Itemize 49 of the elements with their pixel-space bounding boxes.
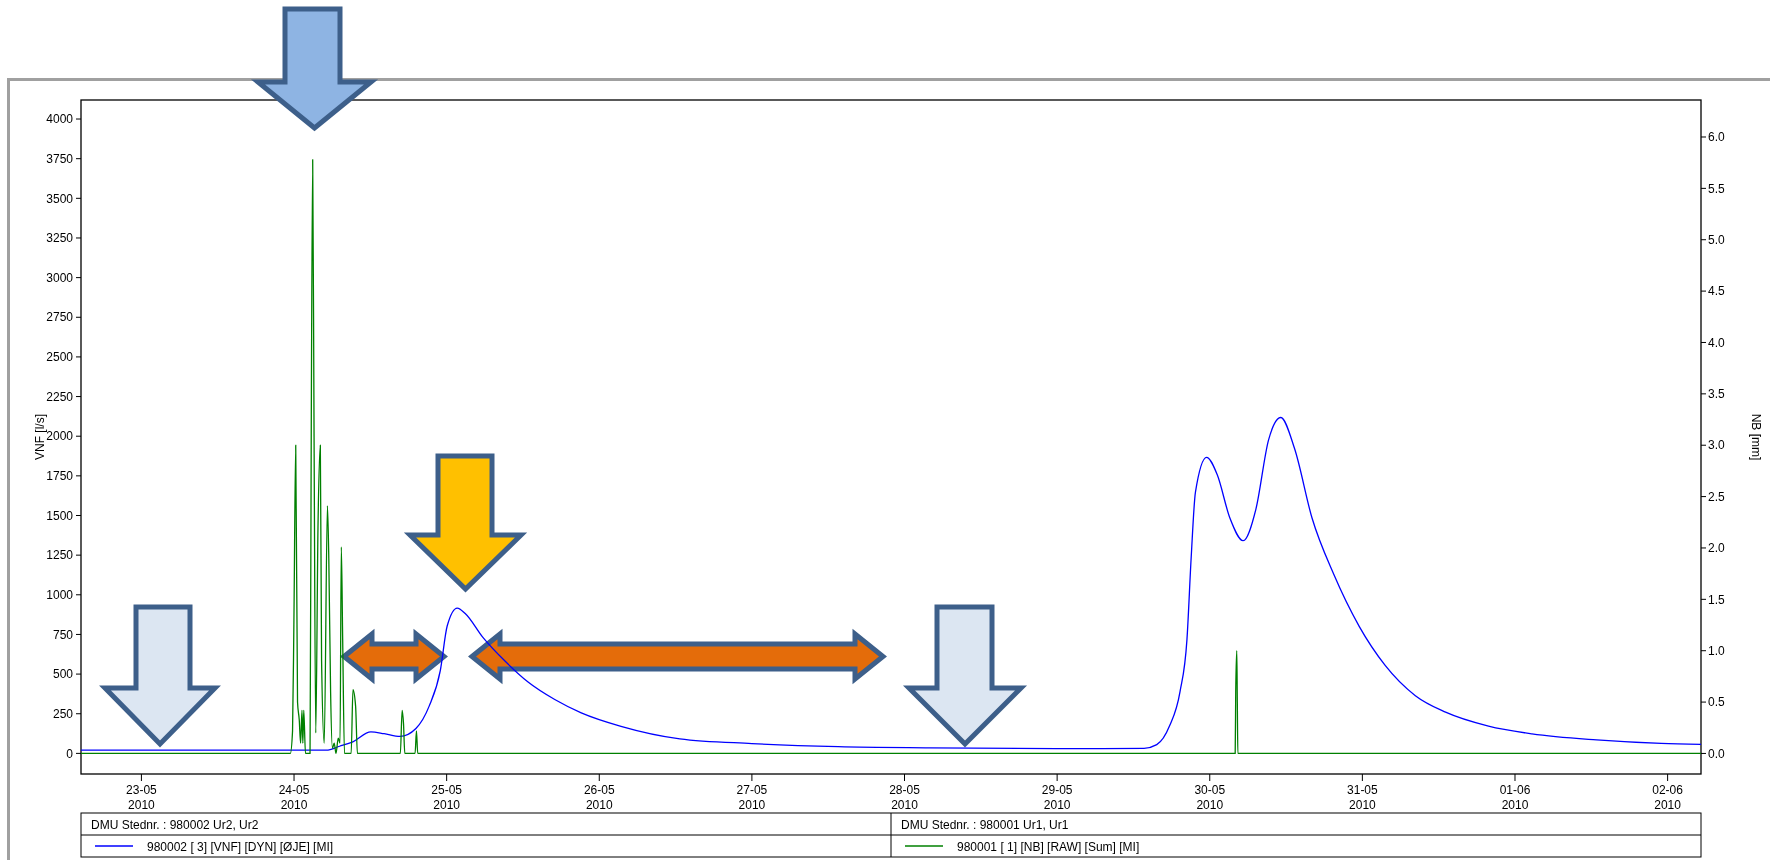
y-tick-label: 2500 <box>46 350 74 365</box>
y-tick-label: 3750 <box>46 151 74 166</box>
x-tick-label: 26-05 2010 <box>583 783 615 812</box>
x-tick-label: 30-05 2010 <box>1194 783 1226 812</box>
y-tick-label: 500 <box>52 667 74 682</box>
y2-tick-label: 3.0 <box>1708 438 1726 453</box>
x-tick-label: 02-06 2010 <box>1652 783 1684 812</box>
y2-axis-title: NB [mm] <box>1749 413 1763 461</box>
x-tick-label: 27-05 2010 <box>736 783 768 812</box>
y2-tick-label: 2.0 <box>1708 541 1726 556</box>
line-series <box>80 158 1702 755</box>
y-tick-label: 1500 <box>46 508 74 523</box>
y-tick-label: 3500 <box>46 191 74 206</box>
y-tick-label: 3250 <box>46 231 74 246</box>
x-tick-label: 31-05 2010 <box>1347 783 1379 812</box>
y2-tick-label: 4.0 <box>1708 335 1726 350</box>
y2-tick-label: 6.0 <box>1708 130 1726 145</box>
x-tick-label: 24-05 2010 <box>278 783 310 812</box>
legend-label: 980002 [ 3] [VNF] [DYN] [ØJE] [MI] <box>147 840 334 854</box>
y2-tick-label: 3.5 <box>1708 387 1726 402</box>
y-tick-label: 2750 <box>46 310 74 325</box>
y-axis-title: VNF [l/s] <box>33 413 47 461</box>
legend-label: 980001 [ 1] [NB] [RAW] [Sum] [MI] <box>957 840 1140 854</box>
x-tick-label: 29-05 2010 <box>1041 783 1073 812</box>
y-tick-label: 1750 <box>46 469 74 484</box>
y-tick-label: 4000 <box>46 112 74 127</box>
y2-tick-label: 1.0 <box>1708 643 1726 658</box>
y2-tick-label: 0.5 <box>1708 695 1726 710</box>
y-tick-label: 0 <box>66 746 74 761</box>
y-tick-label: 2000 <box>46 429 74 444</box>
y-tick-label: 750 <box>52 627 74 642</box>
x-tick-label: 25-05 2010 <box>431 783 463 812</box>
y2-tick-label: 5.5 <box>1708 181 1726 196</box>
x-tick-label: 28-05 2010 <box>889 783 921 812</box>
y2-tick-label: 4.5 <box>1708 284 1726 299</box>
text: DMU Stednr. : 980002 Ur2, Ur2 <box>91 818 259 832</box>
y-tick-label: 1000 <box>46 588 74 602</box>
text: DMU Stednr. : 980001 Ur1, Ur1 <box>901 818 1069 832</box>
y-tick-label: 250 <box>52 706 74 721</box>
line-series <box>80 416 1702 751</box>
y2-tick-label: 5.0 <box>1708 232 1726 247</box>
x-tick-label: 23-05 2010 <box>126 783 158 812</box>
y-tick-label: 2250 <box>46 389 74 404</box>
y2-tick-label: 2.5 <box>1708 489 1726 504</box>
y-tick-label: 1250 <box>46 548 74 563</box>
x-tick-label: 01-06 2010 <box>1499 783 1531 812</box>
y2-tick-label: 1.5 <box>1708 592 1726 607</box>
y-tick-label: 3000 <box>46 270 74 285</box>
y2-tick-label: 0.0 <box>1708 746 1726 761</box>
